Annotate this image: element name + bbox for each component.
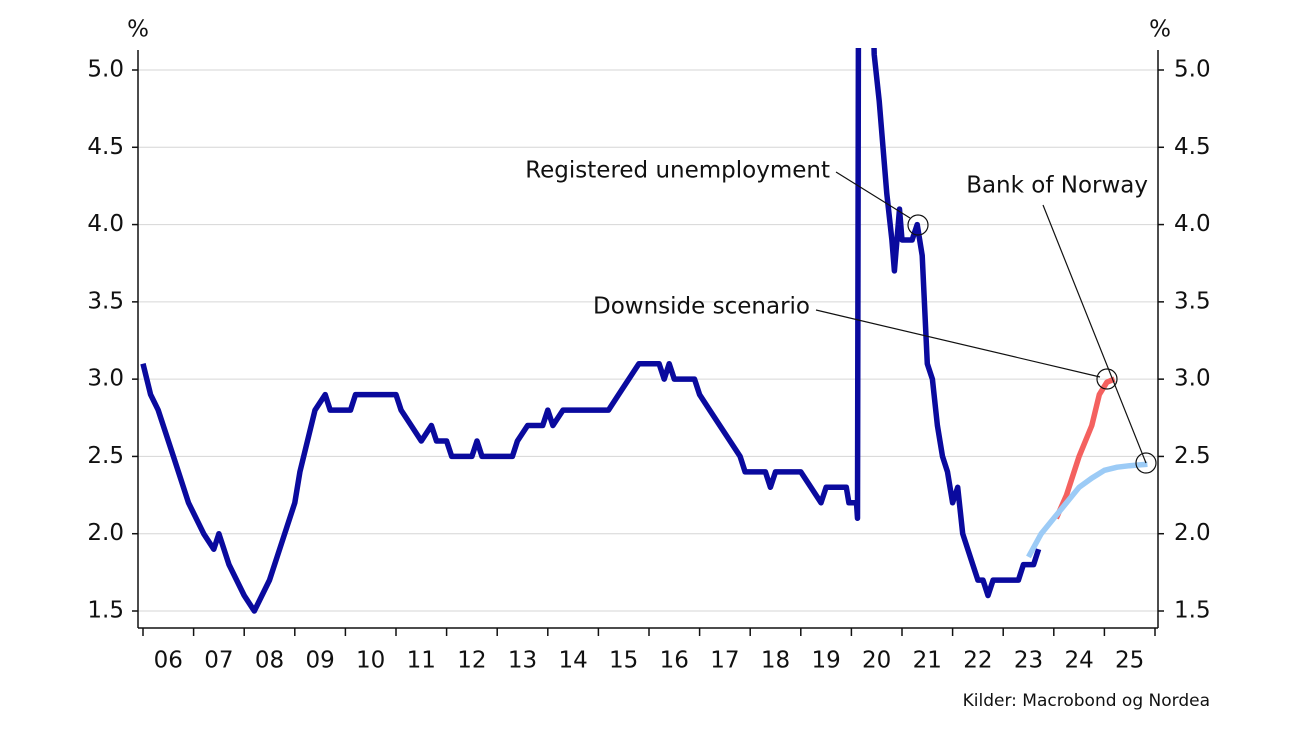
annotations	[815, 171, 1157, 474]
source: Kilder: Macrobond og Nordea	[963, 691, 1210, 711]
x-tick-label: 16	[660, 648, 689, 674]
leader-line	[835, 171, 911, 219]
x-tick-label: 14	[558, 648, 587, 674]
x-tick-label: 18	[761, 648, 790, 674]
x-tick-label: 25	[1115, 648, 1144, 674]
series-line	[1026, 461, 1148, 559]
x-tick-label: 08	[255, 648, 284, 674]
leader-line	[815, 309, 1101, 378]
x-tick-label: 20	[862, 648, 891, 674]
x-tick-label: 24	[1064, 648, 1093, 674]
x-tick-label: 22	[963, 648, 992, 674]
y2-tick-label: 3.0	[1174, 366, 1211, 392]
y2-tick-label: 1.5	[1174, 598, 1211, 624]
y-tick-label: 2.0	[87, 520, 124, 546]
y2-tick-label: 2.0	[1174, 520, 1211, 546]
x-tick-label: 11	[407, 648, 436, 674]
marker-circle	[907, 214, 929, 236]
y-tick-label: 5.0	[87, 57, 124, 83]
leader-line	[1042, 204, 1147, 464]
annotation: Downside scenario	[593, 294, 810, 320]
annotation: Registered unemployment	[525, 158, 830, 184]
y2-tick-label: 4.0	[1174, 211, 1211, 237]
y2-tick-label: 4.5	[1174, 134, 1211, 160]
y-tick-label: 4.0	[87, 211, 124, 237]
y-tick-label: 4.5	[87, 134, 124, 160]
y-unit: %	[127, 17, 149, 43]
annotation: Bank of Norway	[966, 173, 1148, 199]
x-tick-label: 09	[305, 648, 334, 674]
x-tick-label: 06	[154, 648, 183, 674]
y2-unit: %	[1149, 17, 1171, 43]
x-tick-label: 12	[457, 648, 486, 674]
y2-tick-label: 5.0	[1174, 57, 1211, 83]
x-tick-label: 15	[609, 648, 638, 674]
x-tick-label: 10	[356, 648, 385, 674]
y-tick-label: 2.5	[87, 443, 124, 469]
series-line	[140, 48, 1042, 614]
marker-circle	[1135, 452, 1157, 474]
x-tick-label: 13	[508, 648, 537, 674]
y2-tick-label: 2.5	[1174, 443, 1211, 469]
x-tick-label: 19	[811, 648, 840, 674]
y-tick-label: 1.5	[87, 598, 124, 624]
x-tick-label: 07	[204, 648, 233, 674]
y2-tick-label: 3.5	[1174, 288, 1211, 314]
x-tick-label: 23	[1014, 648, 1043, 674]
plot	[138, 48, 1158, 614]
y-tick-label: 3.0	[87, 366, 124, 392]
x-tick-label: 21	[913, 648, 942, 674]
y-tick-label: 3.5	[87, 288, 124, 314]
series-line	[1053, 376, 1116, 520]
x-tick-label: 17	[710, 648, 739, 674]
marker-circle	[1096, 368, 1118, 390]
